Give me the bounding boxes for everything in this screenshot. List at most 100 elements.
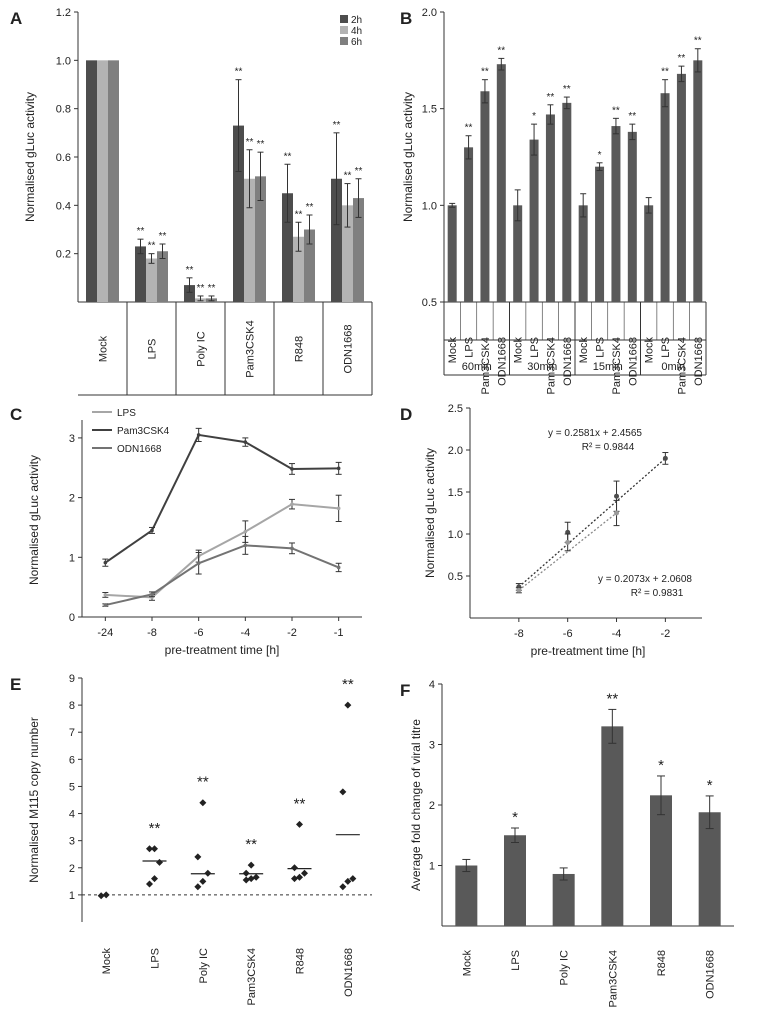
legend-label: 2h bbox=[351, 15, 362, 26]
category-label: R848 bbox=[656, 950, 668, 976]
panel-label-b: B bbox=[400, 9, 412, 28]
significance-star: ** bbox=[284, 151, 292, 162]
y-tick-label: 0.5 bbox=[422, 297, 437, 309]
bar bbox=[627, 131, 637, 302]
error-bar bbox=[662, 79, 669, 108]
significance-star: ** bbox=[257, 139, 265, 150]
significance-star: ** bbox=[294, 795, 306, 812]
significance-star: ** bbox=[148, 241, 156, 252]
error-bar bbox=[580, 193, 587, 218]
y-tick-label: 1.2 bbox=[56, 7, 71, 19]
series-line bbox=[105, 544, 340, 607]
significance-star: ** bbox=[481, 67, 489, 78]
bar bbox=[552, 873, 575, 926]
x-tick-label: -2 bbox=[660, 628, 670, 640]
legend-swatch bbox=[340, 26, 348, 34]
data-point bbox=[252, 873, 260, 881]
data-point bbox=[339, 788, 347, 796]
bar bbox=[660, 93, 670, 302]
category-label: ODN1668 bbox=[343, 325, 355, 374]
x-tick-label: -24 bbox=[97, 627, 113, 639]
significance-star: ** bbox=[661, 67, 669, 78]
group-label: 15min bbox=[593, 361, 623, 373]
significance-star: ** bbox=[333, 120, 341, 131]
y-tick-label: 0 bbox=[69, 612, 75, 624]
bar bbox=[97, 60, 108, 303]
bar bbox=[108, 60, 119, 303]
legend-label: 6h bbox=[351, 37, 362, 48]
category-label: Mock bbox=[447, 337, 459, 364]
error-bar bbox=[159, 243, 166, 259]
data-point bbox=[339, 883, 347, 891]
error-bar bbox=[186, 277, 193, 293]
category-label: Pam3CSK4 bbox=[246, 948, 258, 1005]
category-label: LPS bbox=[595, 337, 607, 358]
error-bar bbox=[137, 238, 144, 255]
data-point bbox=[291, 864, 298, 872]
bar bbox=[595, 166, 605, 302]
significance-star: ** bbox=[245, 836, 257, 853]
category-label: Pam3CSK4 bbox=[480, 337, 492, 394]
y-tick-label: 0.6 bbox=[56, 152, 71, 164]
y-tick-label: 0.4 bbox=[56, 200, 71, 212]
y-axis-title: Normalised M115 copy number bbox=[27, 717, 41, 883]
significance-star: ** bbox=[563, 84, 571, 95]
error-bar bbox=[563, 96, 570, 110]
panel-label-f: F bbox=[400, 681, 410, 700]
bar bbox=[293, 236, 304, 302]
data-point bbox=[243, 440, 248, 444]
category-label: LPS bbox=[660, 337, 672, 358]
y-tick-label: 3 bbox=[69, 433, 75, 445]
category-label: ODN1668 bbox=[705, 950, 717, 999]
bar bbox=[455, 865, 478, 926]
y-tick-label: 1.0 bbox=[448, 529, 463, 541]
data-point bbox=[146, 845, 153, 853]
y-tick-label: 3 bbox=[69, 836, 75, 848]
category-label: LPS bbox=[464, 337, 476, 358]
data-point bbox=[243, 543, 248, 548]
error-bar bbox=[678, 65, 685, 83]
category-label: ODN1668 bbox=[343, 948, 355, 997]
y-tick-label: 0.2 bbox=[56, 249, 71, 261]
y-tick-label: 1.0 bbox=[422, 200, 437, 212]
significance-star: ** bbox=[149, 820, 161, 837]
bar bbox=[244, 178, 255, 302]
error-bar bbox=[498, 57, 505, 71]
bar bbox=[601, 726, 624, 926]
error-bar bbox=[481, 79, 488, 104]
y-tick-label: 0.8 bbox=[56, 104, 71, 116]
significance-star: ** bbox=[208, 283, 216, 294]
bar bbox=[650, 795, 672, 926]
data-point bbox=[349, 875, 357, 883]
bar bbox=[513, 205, 523, 302]
y-tick-label: 2 bbox=[429, 800, 435, 812]
x-tick-label: -2 bbox=[287, 627, 297, 639]
y-tick-label: 5 bbox=[69, 781, 75, 793]
y-tick-label: 4 bbox=[429, 679, 435, 691]
series-line bbox=[104, 433, 339, 564]
data-point bbox=[290, 546, 294, 551]
panel-label-d: D bbox=[400, 405, 412, 424]
significance-star: ** bbox=[628, 111, 636, 122]
error-bar bbox=[612, 117, 619, 135]
bar bbox=[86, 60, 97, 303]
error-bar bbox=[629, 123, 636, 141]
data-point bbox=[336, 506, 341, 511]
data-point bbox=[151, 875, 158, 883]
data-point bbox=[336, 565, 341, 570]
y-tick-label: 1 bbox=[69, 890, 75, 902]
x-tick-label: -6 bbox=[563, 628, 573, 640]
data-point bbox=[150, 592, 154, 597]
error-bar bbox=[197, 295, 204, 302]
bar bbox=[146, 258, 157, 302]
data-point bbox=[103, 593, 108, 597]
category-label: Pam3CSK4 bbox=[245, 320, 257, 377]
legend-label: LPS bbox=[117, 408, 136, 419]
error-bar bbox=[355, 178, 362, 218]
y-axis-title: Average fold change of viral titre bbox=[409, 719, 423, 891]
y-tick-label: 1 bbox=[69, 552, 75, 564]
error-bar bbox=[705, 795, 714, 830]
category-label: ODN1668 bbox=[496, 337, 508, 386]
bar bbox=[480, 91, 490, 303]
panel-label-e: E bbox=[10, 675, 21, 694]
